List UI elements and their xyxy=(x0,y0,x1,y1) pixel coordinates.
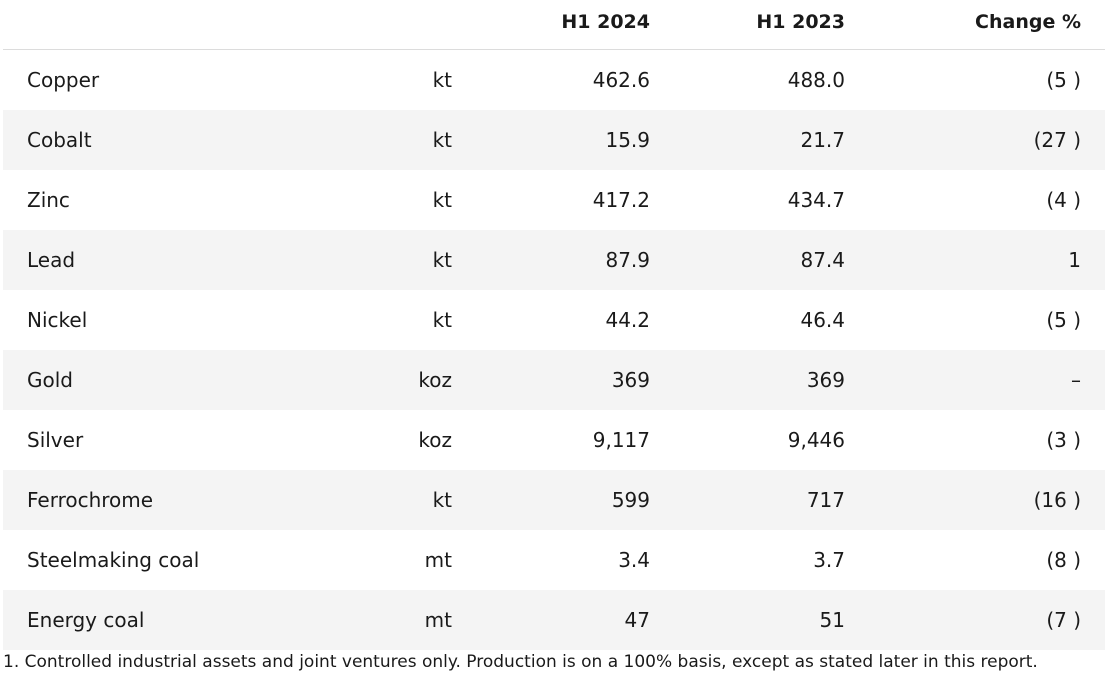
commodity-name: Zinc xyxy=(27,188,70,212)
value-h1-2023: 9,446 xyxy=(787,428,845,452)
header-change-percent: Change % xyxy=(975,11,1081,33)
unit: kt xyxy=(432,68,452,92)
unit: kt xyxy=(432,308,452,332)
commodity-name: Copper xyxy=(27,68,100,92)
header-h1-2023: H1 2023 xyxy=(756,11,845,33)
unit: mt xyxy=(424,548,452,572)
table-header-row: H1 2024 H1 2023 Change % xyxy=(3,0,1105,50)
change-percent: (16 ) xyxy=(1033,488,1081,512)
change-percent: (5 ) xyxy=(1046,68,1081,92)
table-row: Steelmaking coal mt 3.4 3.7 (8 ) xyxy=(3,530,1105,590)
commodity-name: Gold xyxy=(27,368,73,392)
commodity-name: Steelmaking coal xyxy=(27,548,200,572)
commodity-name: Nickel xyxy=(27,308,88,332)
value-h1-2024: 369 xyxy=(611,368,650,392)
table-row: Gold koz 369 369 – xyxy=(3,350,1105,410)
footnote: 1. Controlled industrial assets and join… xyxy=(3,652,1038,672)
table-row: Nickel kt 44.2 46.4 (5 ) xyxy=(3,290,1105,350)
commodity-name: Lead xyxy=(27,248,76,272)
value-h1-2023: 46.4 xyxy=(800,308,845,332)
value-h1-2023: 488.0 xyxy=(787,68,845,92)
change-percent: (5 ) xyxy=(1046,308,1081,332)
value-h1-2024: 9,117 xyxy=(592,428,650,452)
commodity-name: Cobalt xyxy=(27,128,92,152)
commodity-name: Silver xyxy=(27,428,84,452)
table-row: Copper kt 462.6 488.0 (5 ) xyxy=(3,50,1105,110)
change-percent: (8 ) xyxy=(1046,548,1081,572)
value-h1-2023: 434.7 xyxy=(787,188,845,212)
header-h1-2024: H1 2024 xyxy=(561,11,650,33)
value-h1-2023: 369 xyxy=(806,368,845,392)
value-h1-2023: 87.4 xyxy=(800,248,845,272)
change-percent: (7 ) xyxy=(1046,608,1081,632)
commodity-name: Ferrochrome xyxy=(27,488,154,512)
change-percent: (3 ) xyxy=(1046,428,1081,452)
value-h1-2024: 15.9 xyxy=(605,128,650,152)
value-h1-2024: 3.4 xyxy=(618,548,650,572)
value-h1-2024: 47 xyxy=(624,608,650,632)
change-percent: (4 ) xyxy=(1046,188,1081,212)
value-h1-2024: 87.9 xyxy=(605,248,650,272)
change-percent: (27 ) xyxy=(1033,128,1081,152)
unit: kt xyxy=(432,188,452,212)
unit: koz xyxy=(418,368,452,392)
commodity-name: Energy coal xyxy=(27,608,145,632)
table-row: Zinc kt 417.2 434.7 (4 ) xyxy=(3,170,1105,230)
unit: kt xyxy=(432,488,452,512)
production-table: H1 2024 H1 2023 Change % Copper kt 462.6 48… xyxy=(3,0,1105,650)
change-percent: – xyxy=(1071,368,1081,392)
unit: mt xyxy=(424,608,452,632)
value-h1-2023: 717 xyxy=(806,488,845,512)
unit: koz xyxy=(418,428,452,452)
unit: kt xyxy=(432,248,452,272)
value-h1-2023: 21.7 xyxy=(800,128,845,152)
value-h1-2024: 599 xyxy=(611,488,650,512)
table-row: Lead kt 87.9 87.4 1 xyxy=(3,230,1105,290)
table-row: Energy coal mt 47 51 (7 ) xyxy=(3,590,1105,650)
value-h1-2024: 44.2 xyxy=(605,308,650,332)
value-h1-2023: 3.7 xyxy=(813,548,845,572)
value-h1-2023: 51 xyxy=(819,608,845,632)
value-h1-2024: 462.6 xyxy=(592,68,650,92)
table-row: Cobalt kt 15.9 21.7 (27 ) xyxy=(3,110,1105,170)
table-row: Ferrochrome kt 599 717 (16 ) xyxy=(3,470,1105,530)
table-row: Silver koz 9,117 9,446 (3 ) xyxy=(3,410,1105,470)
unit: kt xyxy=(432,128,452,152)
value-h1-2024: 417.2 xyxy=(592,188,650,212)
change-percent: 1 xyxy=(1068,248,1081,272)
table-body: Copper kt 462.6 488.0 (5 ) Cobalt kt 15.9 21.7 (2… xyxy=(3,50,1105,650)
